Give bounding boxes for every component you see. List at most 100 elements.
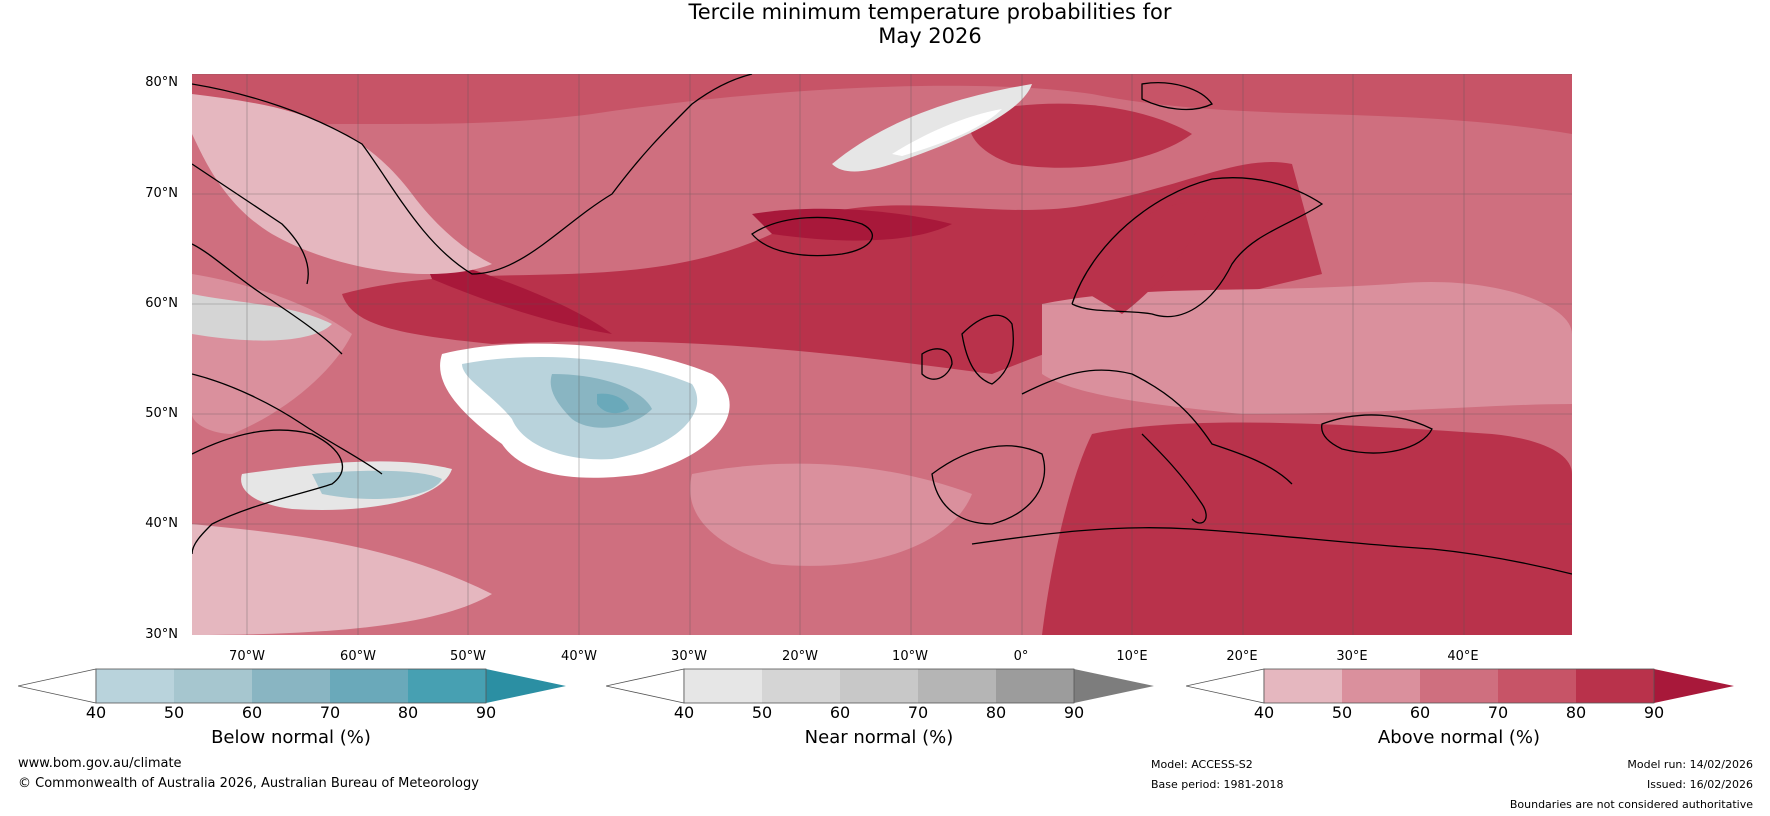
footer-disclaimer: Boundaries are not considered authoritat… bbox=[1509, 798, 1753, 811]
footer-url[interactable]: www.bom.gov.au/climate bbox=[18, 756, 182, 771]
colorbar-near-bin-40-50 bbox=[684, 669, 762, 703]
colorbar-below-low-extend bbox=[18, 668, 97, 704]
svalbard-coast bbox=[1141, 82, 1213, 111]
colorbar-near-bin-50-60 bbox=[762, 669, 840, 703]
colorbar-below-bin-80-90 bbox=[408, 669, 486, 703]
chart-title: Tercile minimum temperature probabilitie… bbox=[0, 0, 1770, 48]
gridlines bbox=[192, 74, 1572, 635]
footer-copyright: © Commonwealth of Australia 2026, Austra… bbox=[18, 776, 479, 791]
europe-light bbox=[1042, 282, 1572, 414]
colorbar-below-bin-70-80 bbox=[330, 669, 408, 703]
above-tick-90: 90 bbox=[1643, 703, 1665, 722]
footer-model: Model: ACCESS-S2 bbox=[1151, 758, 1253, 771]
colorbar-above-bin-80-90 bbox=[1576, 669, 1654, 703]
italy-coast bbox=[1141, 433, 1207, 524]
lon-label-20e: 20°E bbox=[1226, 649, 1258, 664]
arctic-white-patch bbox=[892, 109, 1002, 156]
colorbar-label-near: Near normal (%) bbox=[804, 727, 954, 748]
colorbar-near-bin-80-90 bbox=[996, 669, 1074, 703]
coastlines bbox=[192, 74, 1572, 575]
lon-label-50w: 50°W bbox=[450, 649, 486, 664]
lon-label-30w: 30°W bbox=[671, 649, 707, 664]
colorbar-below-bin-50-60 bbox=[174, 669, 252, 703]
lon-label-60w: 60°W bbox=[340, 649, 376, 664]
colorbar-near-high-extend bbox=[1074, 669, 1154, 703]
above-tick-50: 50 bbox=[1331, 703, 1353, 722]
arctic-near-normal bbox=[832, 84, 1032, 172]
mid-atlantic-light bbox=[690, 463, 972, 566]
below-tick-90: 90 bbox=[475, 703, 497, 722]
lat-label-80n: 80°N bbox=[145, 75, 178, 90]
footer-issued: Issued: 16/02/2026 bbox=[1646, 778, 1753, 791]
mediterranean-dark bbox=[1042, 422, 1572, 635]
nw-atlantic-below bbox=[312, 470, 442, 499]
scandinavia-dark bbox=[1072, 202, 1212, 314]
colorbar-near-bin-60-70 bbox=[840, 669, 918, 703]
lon-label-40w: 40°W bbox=[561, 649, 597, 664]
lon-label-0: 0° bbox=[1013, 649, 1029, 664]
iceland-deep bbox=[752, 208, 952, 241]
subtropical-light bbox=[192, 524, 492, 635]
colorbar-near-low-extend bbox=[606, 668, 685, 704]
north-africa-coast bbox=[971, 527, 1572, 575]
colorbar-above-bin-70-80 bbox=[1498, 669, 1576, 703]
above-tick-60: 60 bbox=[1409, 703, 1431, 722]
lat-label-60n: 60°N bbox=[145, 296, 178, 311]
lon-label-70w: 70°W bbox=[229, 649, 265, 664]
colorbar-below-normal bbox=[18, 668, 566, 704]
labrador-coast bbox=[192, 373, 383, 475]
black-sea-coast bbox=[1321, 414, 1433, 454]
lat-label-50n: 50°N bbox=[145, 406, 178, 421]
lon-label-20w: 20°W bbox=[782, 649, 818, 664]
title-line-1: Tercile minimum temperature probabilitie… bbox=[688, 0, 1172, 24]
near-tick-60: 60 bbox=[829, 703, 851, 722]
near-tick-80: 80 bbox=[985, 703, 1007, 722]
below-tick-60: 60 bbox=[241, 703, 263, 722]
north-atlantic-deep bbox=[422, 254, 612, 334]
colorbar-near-bin-70-80 bbox=[918, 669, 996, 703]
greenland-light bbox=[192, 94, 492, 274]
colorbar-below-bin-40-50 bbox=[96, 669, 174, 703]
labrador-grey bbox=[192, 294, 332, 341]
above-tick-80: 80 bbox=[1565, 703, 1587, 722]
iberia-coast bbox=[931, 445, 1046, 525]
lon-label-10e: 10°E bbox=[1116, 649, 1148, 664]
footer-model-run: Model run: 14/02/2026 bbox=[1627, 758, 1753, 771]
below-tick-40: 40 bbox=[85, 703, 107, 722]
below-tick-80: 80 bbox=[397, 703, 419, 722]
north-band-light bbox=[192, 74, 1572, 134]
colorbar-near-normal bbox=[606, 668, 1154, 704]
colorbar-above-bin-40-50 bbox=[1264, 669, 1342, 703]
lat-label-30n: 30°N bbox=[145, 627, 178, 642]
near-tick-70: 70 bbox=[907, 703, 929, 722]
below-tick-50: 50 bbox=[163, 703, 185, 722]
lat-label-70n: 70°N bbox=[145, 186, 178, 201]
british-isles-coast bbox=[961, 314, 1014, 385]
baffin-coast bbox=[192, 243, 343, 355]
scandinavia-coast bbox=[1071, 177, 1324, 318]
atlantic-below-normal-center bbox=[597, 393, 629, 414]
greenland-coast bbox=[192, 74, 753, 275]
near-tick-40: 40 bbox=[673, 703, 695, 722]
title-line-2: May 2026 bbox=[878, 24, 982, 48]
colorbar-above-high-extend bbox=[1654, 669, 1734, 703]
colorbar-label-above: Above normal (%) bbox=[1377, 727, 1541, 748]
ireland-coast bbox=[921, 348, 953, 380]
footer-base-period: Base period: 1981-2018 bbox=[1151, 778, 1284, 791]
greenland-sea-dark bbox=[969, 103, 1192, 168]
colorbar-below-bin-60-70 bbox=[252, 669, 330, 703]
greenland-west-coast bbox=[192, 163, 309, 285]
near-tick-90: 90 bbox=[1063, 703, 1085, 722]
lon-label-40e: 40°E bbox=[1447, 649, 1479, 664]
lat-label-40n: 40°N bbox=[145, 516, 178, 531]
mainland-europe-coast bbox=[1021, 369, 1293, 485]
north-america-coast bbox=[192, 429, 344, 555]
colorbar-label-below: Below normal (%) bbox=[211, 727, 371, 748]
lon-label-30e: 30°E bbox=[1336, 649, 1368, 664]
colorbar-above-normal bbox=[1186, 668, 1734, 704]
colorbar-above-bin-50-60 bbox=[1342, 669, 1420, 703]
colorbar-above-bin-60-70 bbox=[1420, 669, 1498, 703]
below-tick-70: 70 bbox=[319, 703, 341, 722]
lon-label-10w: 10°W bbox=[892, 649, 928, 664]
colorbar-above-low-extend bbox=[1186, 668, 1265, 704]
